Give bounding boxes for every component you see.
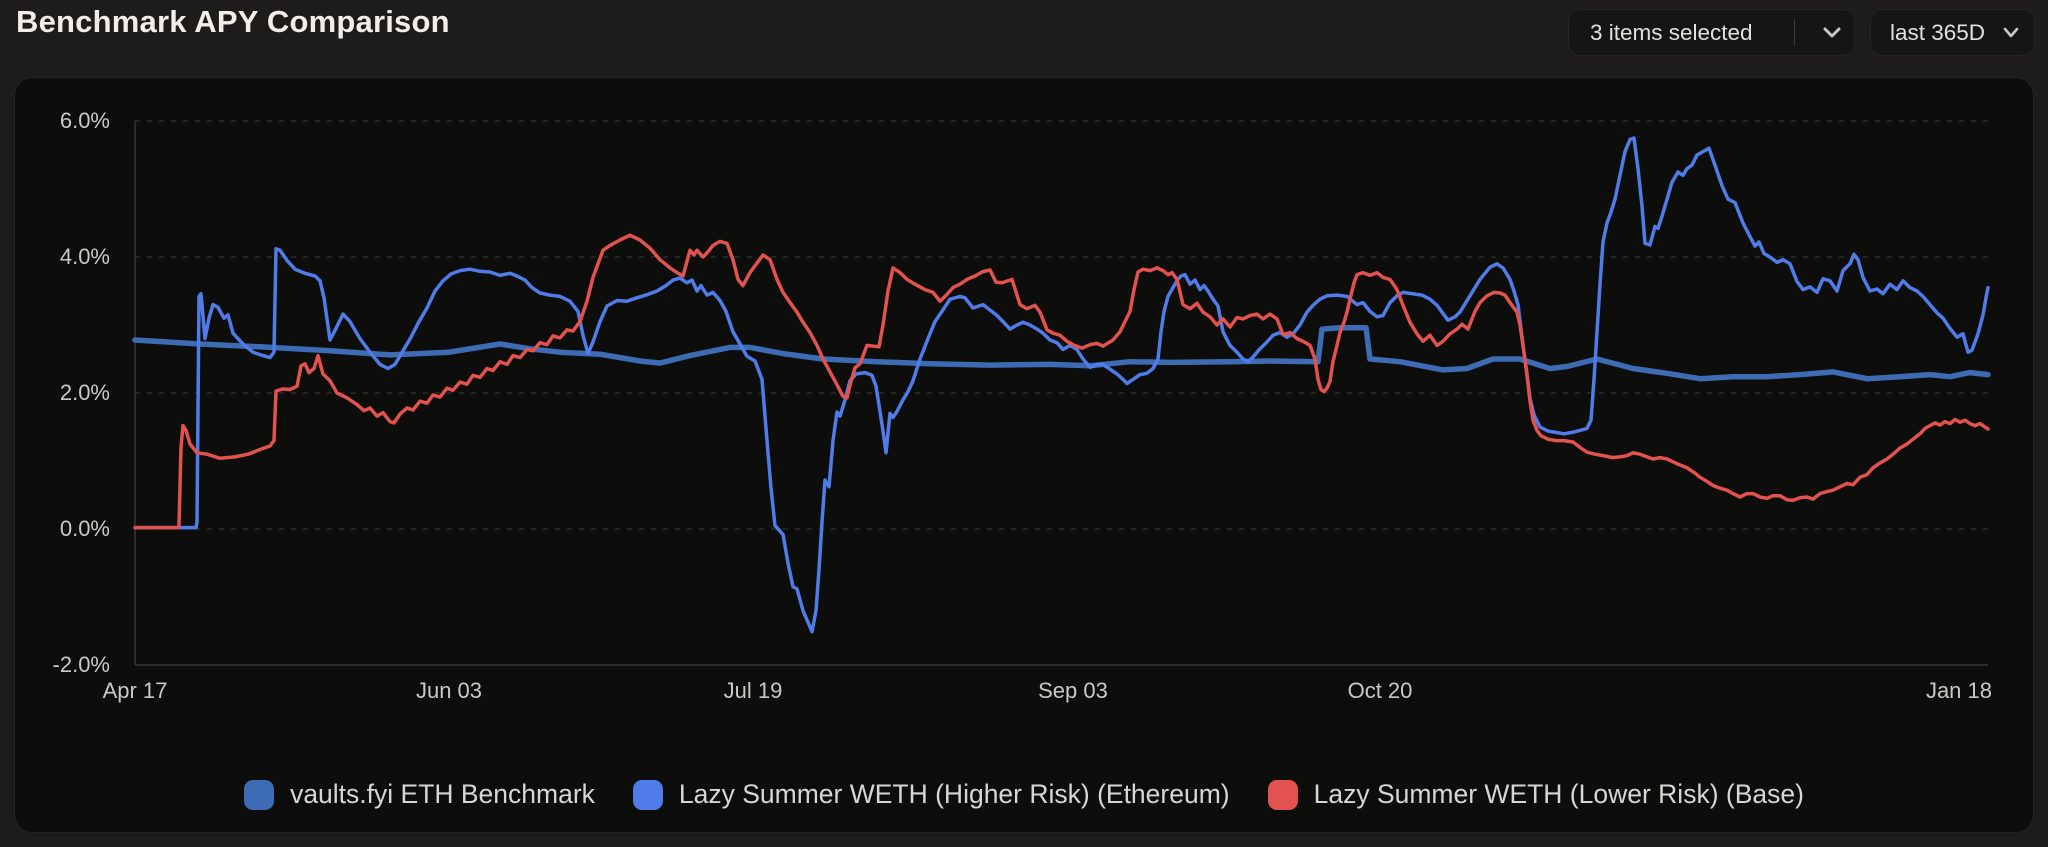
chart-card xyxy=(14,77,2034,833)
chevron-down-icon xyxy=(2000,26,2022,40)
x-tick-label: Apr 17 xyxy=(102,678,168,703)
legend-item-benchmark[interactable]: vaults.fyi ETH Benchmark xyxy=(244,779,595,810)
legend-label: vaults.fyi ETH Benchmark xyxy=(290,779,595,809)
legend-item-lower-risk[interactable]: Lazy Summer WETH (Lower Risk) (Base) xyxy=(1267,779,1804,810)
page-title: Benchmark APY Comparison xyxy=(16,4,450,39)
time-range-dropdown[interactable]: last 365D xyxy=(1870,9,2035,56)
y-tick-label: -2.0% xyxy=(52,652,110,677)
y-tick-label: 4.0% xyxy=(59,244,110,269)
legend-swatch-lower-risk xyxy=(1267,779,1298,810)
items-selected-dropdown[interactable]: 3 items selected xyxy=(1568,9,1855,56)
y-tick-label: 2.0% xyxy=(59,380,110,405)
x-tick-label: Jan 18 xyxy=(1925,678,1992,703)
x-tick-label: Jun 03 xyxy=(415,678,483,703)
legend-item-higher-risk[interactable]: Lazy Summer WETH (Higher Risk) (Ethereum… xyxy=(632,779,1230,810)
time-range-label: last 365D xyxy=(1890,19,1986,45)
dropdown-divider xyxy=(1794,19,1795,46)
chevron-down-icon[interactable] xyxy=(1809,25,1854,41)
legend-swatch-higher-risk xyxy=(632,779,663,810)
chart-legend: vaults.fyi ETH Benchmark Lazy Summer WET… xyxy=(14,779,2034,810)
y-tick-label: 0.0% xyxy=(59,516,110,541)
x-tick-label: Jul 19 xyxy=(723,678,783,703)
legend-label: Lazy Summer WETH (Lower Risk) (Base) xyxy=(1313,779,1804,809)
x-tick-label: Oct 20 xyxy=(1347,678,1413,703)
items-selected-label: 3 items selected xyxy=(1590,19,1753,45)
legend-swatch-benchmark xyxy=(244,779,275,810)
legend-label: Lazy Summer WETH (Higher Risk) (Ethereum… xyxy=(678,779,1230,809)
x-tick-label: Sep 03 xyxy=(1038,678,1108,703)
y-tick-label: 6.0% xyxy=(59,108,110,133)
